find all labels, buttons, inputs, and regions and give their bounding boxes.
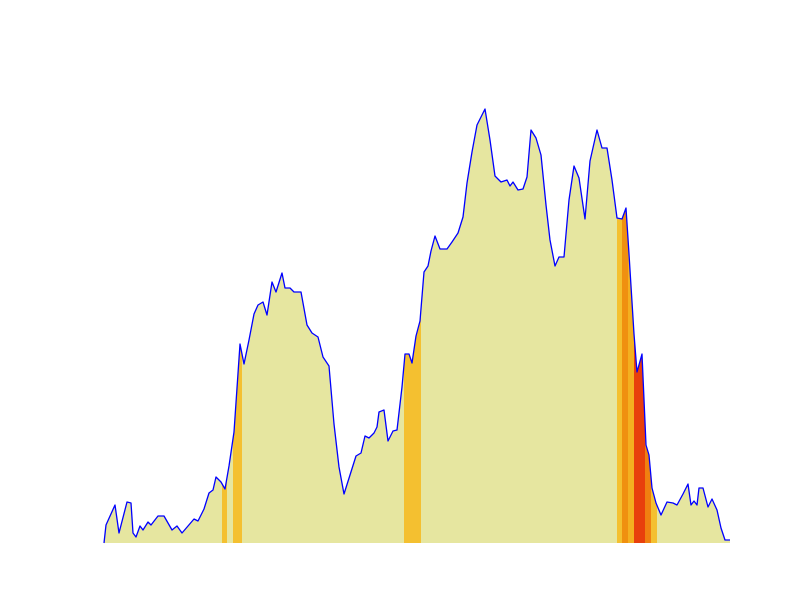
segment [651, 109, 657, 543]
segment [222, 109, 227, 543]
segment [628, 109, 634, 543]
segment [622, 109, 628, 543]
line [103, 108, 730, 544]
segment [617, 109, 622, 543]
segment [634, 109, 645, 543]
segment [233, 109, 242, 543]
segment [404, 109, 421, 543]
area [104, 109, 730, 543]
